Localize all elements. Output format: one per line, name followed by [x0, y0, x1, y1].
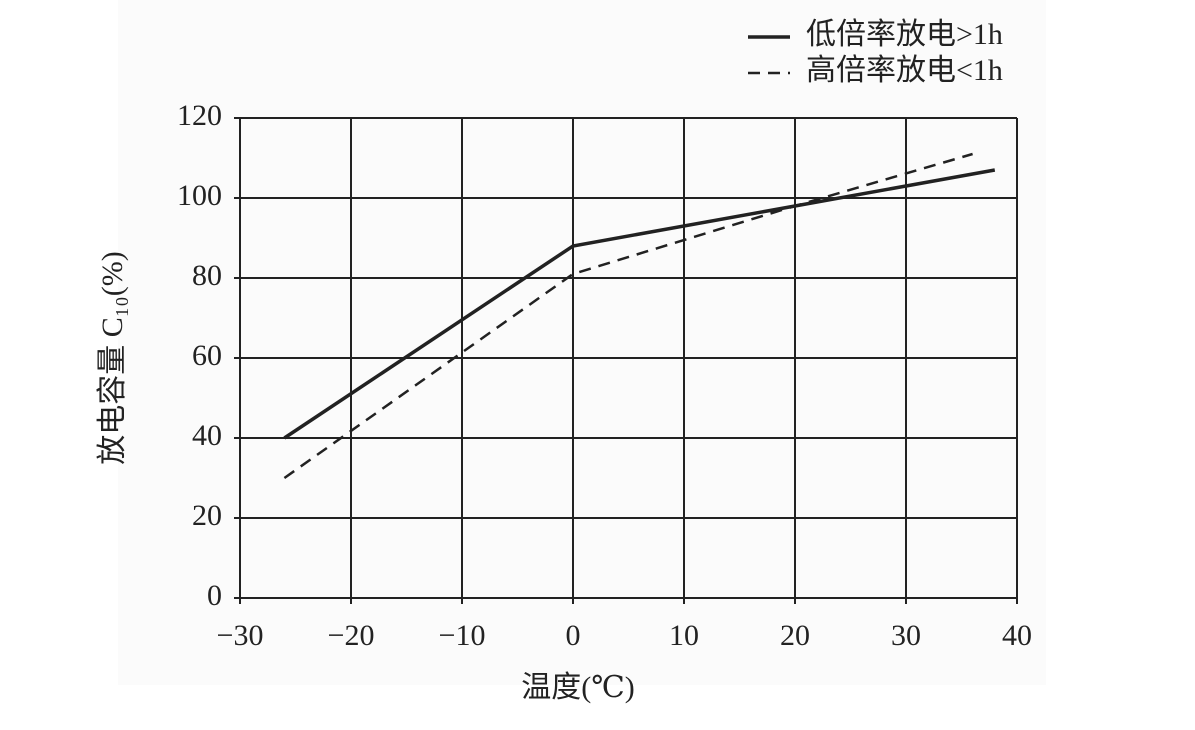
x-tick-label: −20 — [328, 619, 375, 652]
y-tick-label: 0 — [207, 579, 222, 612]
x-tick-label: −30 — [217, 619, 264, 652]
y-tick-label: 20 — [192, 499, 222, 532]
y-tick-label: 120 — [177, 99, 222, 132]
y-axis-label: 放电容量 C₁₀(%) — [96, 251, 129, 464]
legend-label: 低倍率放电>1h — [806, 18, 1003, 51]
x-tick-label: −10 — [439, 619, 486, 652]
y-tick-label: 100 — [177, 179, 222, 212]
x-tick-label: 30 — [891, 619, 921, 652]
x-tick-label: 0 — [566, 619, 581, 652]
x-tick-label: 20 — [780, 619, 810, 652]
chart-background — [118, 0, 1046, 685]
y-tick-label: 80 — [192, 259, 222, 292]
y-tick-label: 60 — [192, 339, 222, 372]
x-tick-label: 40 — [1002, 619, 1032, 652]
data-line — [283, 168, 996, 440]
y-tick-label: 40 — [192, 419, 222, 452]
data-line — [283, 152, 973, 480]
x-axis-label: 温度(℃) — [521, 671, 635, 704]
legend-label: 高倍率放电<1h — [806, 54, 1003, 87]
x-tick-label: 10 — [669, 619, 699, 652]
